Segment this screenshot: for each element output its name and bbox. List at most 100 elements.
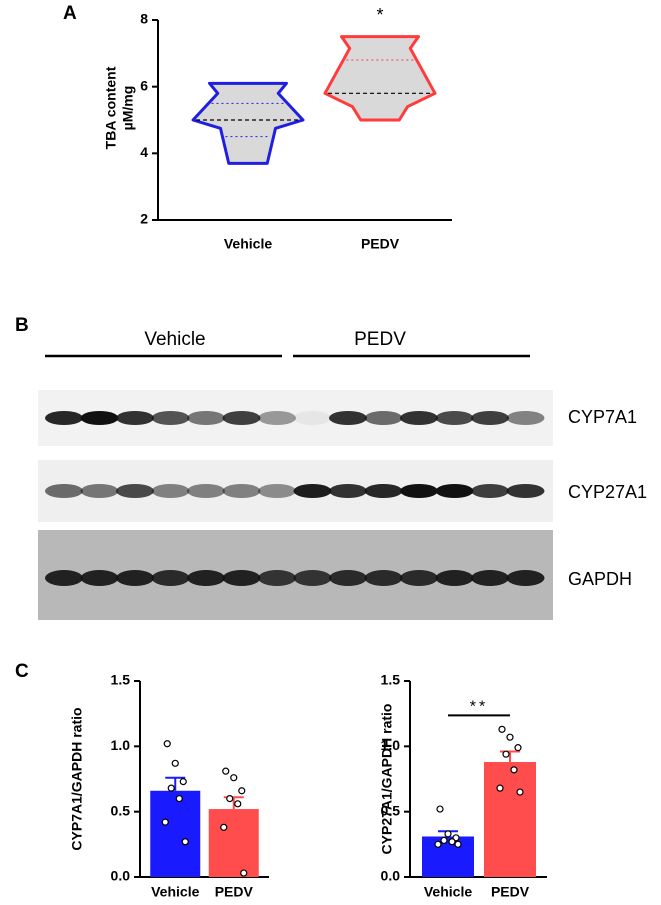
band: [293, 411, 332, 425]
x-tick-label: Vehicle: [424, 884, 472, 900]
data-point: [234, 800, 242, 808]
band: [506, 411, 545, 425]
data-point: [175, 794, 183, 803]
data-point: [502, 750, 510, 758]
data-point: [498, 725, 506, 733]
band: [151, 411, 190, 425]
panel-label: C: [15, 661, 29, 682]
band: [435, 484, 474, 498]
band: [471, 411, 509, 425]
data-point: [226, 794, 234, 803]
y-tick-label: 2: [140, 211, 148, 227]
data-point: [163, 740, 171, 748]
band: [151, 484, 190, 498]
band: [187, 570, 225, 586]
bar: [422, 836, 474, 877]
group-label: PEDV: [354, 329, 406, 350]
y-tick-label: 1.0: [111, 737, 131, 753]
y-axis-label: µM/mg: [120, 86, 136, 131]
row-label: GAPDH: [568, 569, 632, 589]
band: [116, 411, 154, 425]
bar: [150, 790, 201, 877]
data-point: [220, 823, 228, 831]
band: [258, 411, 296, 425]
band: [435, 411, 474, 425]
y-tick-label: 0.0: [381, 868, 401, 884]
data-point: [506, 733, 514, 741]
band: [116, 570, 154, 586]
y-tick-label: 6: [140, 77, 148, 93]
data-point: [238, 787, 246, 795]
violin: [323, 35, 437, 122]
y-tick-label: 4: [140, 144, 148, 160]
band: [116, 484, 154, 498]
band: [364, 484, 403, 498]
band: [293, 484, 332, 498]
panel-label: B: [15, 315, 29, 336]
band: [329, 484, 367, 498]
data-point: [181, 838, 189, 846]
y-axis-label: TBA content: [103, 66, 119, 149]
y-tick-label: 1.5: [381, 672, 401, 688]
band: [222, 570, 261, 586]
band: [258, 570, 296, 586]
x-tick-label: Vehicle: [224, 236, 272, 252]
significance: **: [470, 699, 488, 716]
group-label: Vehicle: [144, 329, 205, 350]
y-axis-label: CYP27A1/GAPDH ratio: [379, 704, 395, 855]
band: [329, 411, 367, 425]
band: [80, 411, 119, 425]
x-tick-label: PEDV: [491, 884, 530, 900]
data-point: [510, 766, 518, 774]
band: [329, 570, 367, 586]
band: [293, 570, 332, 586]
data-point: [444, 830, 452, 838]
band: [45, 570, 83, 586]
y-tick-label: 1.0: [381, 737, 401, 753]
band: [187, 411, 225, 425]
data-point: [222, 767, 230, 775]
data-point: [179, 778, 187, 786]
band: [400, 484, 438, 498]
band: [400, 570, 438, 586]
data-point: [454, 840, 462, 848]
data-point: [440, 836, 448, 845]
data-point: [448, 838, 456, 846]
row-label: CYP7A1: [568, 407, 637, 427]
data-point: [514, 744, 522, 752]
band: [80, 570, 119, 586]
band: [45, 411, 83, 425]
data-point: [230, 774, 238, 782]
row-label: CYP27A1: [568, 482, 647, 502]
x-tick-label: PEDV: [215, 884, 254, 900]
band: [80, 484, 119, 498]
data-point: [171, 759, 179, 767]
band: [471, 484, 509, 498]
data-point: [496, 784, 504, 792]
data-point: [240, 869, 248, 877]
band: [435, 570, 474, 586]
data-point: [434, 840, 442, 848]
band: [471, 570, 509, 586]
band: [45, 484, 83, 498]
significance: *: [376, 5, 383, 25]
y-tick-label: 0.5: [381, 802, 401, 818]
y-axis-label: CYP7A1/GAPDH ratio: [69, 707, 85, 850]
band: [151, 570, 190, 586]
violin: [191, 81, 305, 165]
panel-label: A: [63, 3, 77, 24]
y-tick-label: 0.0: [111, 868, 131, 884]
bar: [208, 809, 259, 877]
y-tick-label: 8: [140, 11, 148, 27]
band: [400, 411, 438, 425]
y-tick-label: 0.5: [111, 802, 131, 818]
band: [187, 484, 225, 498]
band: [506, 570, 545, 586]
bands: [45, 411, 545, 586]
band: [364, 411, 403, 425]
x-tick-label: PEDV: [361, 236, 400, 252]
data-point: [516, 788, 524, 796]
y-tick-label: 1.5: [111, 672, 131, 688]
band: [222, 484, 261, 498]
